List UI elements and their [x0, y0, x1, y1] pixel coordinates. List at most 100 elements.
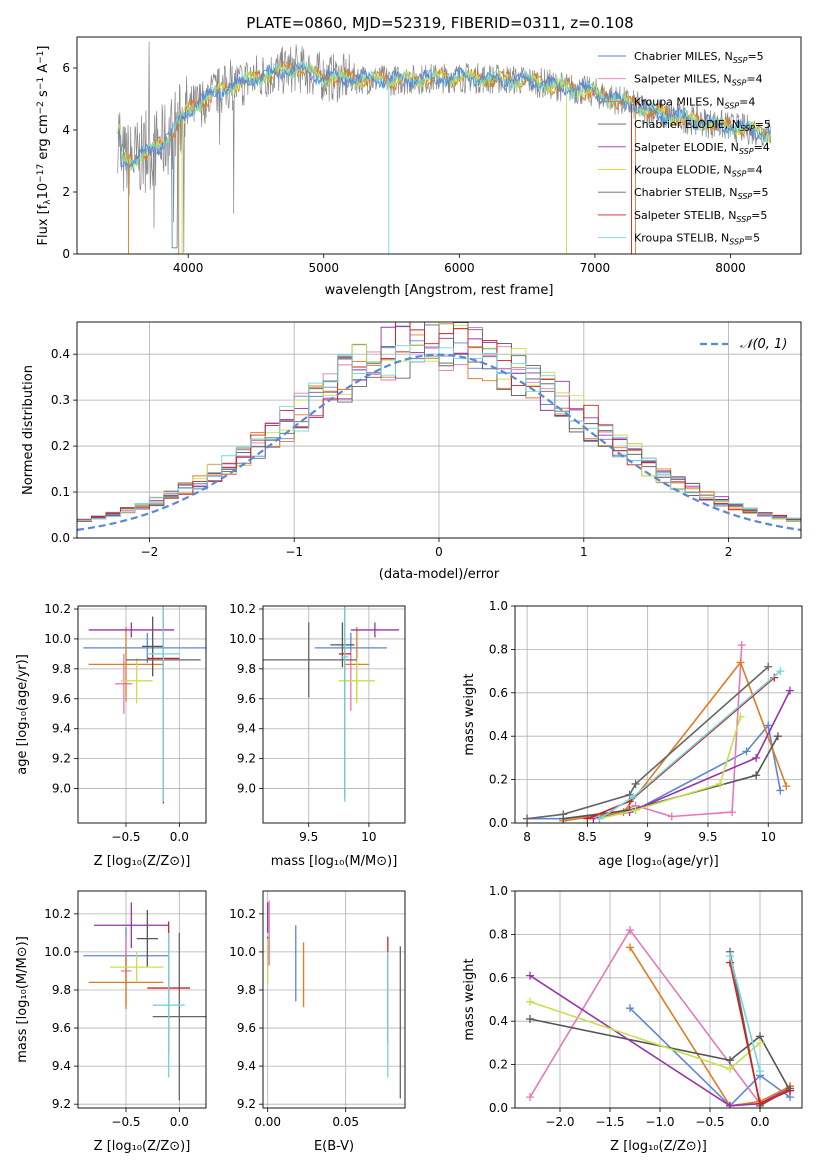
weight-marker [786, 1086, 794, 1095]
weight-marker [764, 662, 773, 671]
axes-frame [262, 890, 406, 1109]
weight-series-line [527, 723, 782, 820]
y-tick-label: 0.0 [489, 816, 508, 830]
axes-0: 4000 5000 6000 7000 8000 0 2 4 6 Chabrier MILES, … [36, 36, 802, 298]
y-axis-label: Flux [fλ10−17 erg cm−2 s−1 A−1] [36, 46, 53, 246]
axes-6: 0.00 0.05 9.2 9.4 9.6 9.8 10.0 10.2 E(B-V) [229, 890, 406, 1154]
y-tick-label: 10.2 [229, 907, 256, 921]
y-tick-label: 10.2 [44, 907, 71, 921]
x-tick-label: 1 [580, 545, 588, 559]
weight-series-line [529, 928, 791, 1105]
plot-area-4 [523, 641, 794, 823]
y-tick-label: 1.0 [489, 884, 508, 898]
axes-3: 9.5 10 9.0 9.2 9.4 9.6 9.8 10.0 10.2 mass [log₁₀(… [229, 602, 406, 869]
weight-marker [752, 771, 761, 780]
weight-marker [631, 805, 640, 814]
x-tick-label: −2 [141, 545, 159, 559]
spectrum-model-line [117, 61, 772, 249]
weight-marker [736, 712, 745, 721]
weight-marker [626, 926, 634, 935]
x-tick-label: −2.0 [545, 1115, 574, 1129]
x-tick-label: 4000 [173, 261, 204, 275]
weight-marker [782, 782, 791, 791]
x-tick-label: 0.00 [254, 1115, 281, 1129]
y-tick-label: 0.8 [489, 927, 508, 941]
x-axis-label: E(B-V) [314, 1139, 354, 1154]
x-tick-label: −0.5 [111, 1115, 140, 1129]
y-tick-label: 10.2 [229, 602, 256, 616]
y-tick-label: 0.4 [489, 1014, 508, 1028]
x-tick-label: 9.5 [299, 830, 318, 844]
y-tick-label: 0.1 [51, 485, 70, 499]
y-tick-label: 9.8 [52, 662, 71, 676]
y-tick-label: 9.2 [52, 752, 71, 766]
plot-area-7 [526, 926, 794, 1108]
histogram-series [77, 345, 801, 521]
y-tick-label: 10.0 [229, 632, 256, 646]
weight-series-line [599, 645, 743, 820]
weight-series-line [563, 735, 779, 820]
axes-frame [76, 36, 802, 255]
axes-frame [514, 890, 803, 1109]
axes-4: 8 8.5 9 9.5 10 0.0 0.2 0.4 0.6 0.8 1.0 age [log₁₀(a… [462, 599, 803, 869]
figure-title: PLATE=0860, MJD=52319, FIBERID=0311, z=0… [246, 14, 633, 32]
y-tick-label: 9.8 [52, 983, 71, 997]
y-tick-label: 10.0 [229, 945, 256, 959]
legend-entry: 𝒩(0, 1) [740, 337, 787, 352]
y-tick-label: 9.6 [52, 692, 71, 706]
y-tick-label: 0.0 [51, 531, 70, 545]
y-tick-label: 0.4 [489, 729, 508, 743]
weight-marker [595, 814, 604, 823]
y-axis-label: mass weight [462, 673, 477, 755]
weight-series-line [529, 974, 791, 1107]
plot-area-2 [83, 606, 206, 804]
y-tick-label: 9.0 [52, 782, 71, 796]
x-tick-label: −0.5 [111, 830, 140, 844]
weight-marker [756, 1099, 764, 1108]
x-tick-label: −1 [285, 545, 303, 559]
weight-series-line [729, 955, 761, 1072]
weight-marker [726, 952, 734, 961]
x-tick-label: 10 [761, 830, 776, 844]
legend-entry: Kroupa STELIB, NSSP=5 [634, 232, 760, 247]
x-tick-label: 0.0 [750, 1115, 769, 1129]
weight-marker [726, 1101, 734, 1108]
weight-marker [776, 786, 785, 795]
legend-entry: Salpeter MILES, NSSP=4 [634, 73, 763, 88]
y-tick-label: 9.4 [237, 1059, 256, 1073]
x-tick-label: −1.0 [645, 1115, 674, 1129]
legend-entry: Kroupa ELODIE, NSSP=4 [634, 164, 763, 179]
weight-marker [785, 686, 794, 695]
plot-area-1 [77, 322, 801, 531]
y-axis-label: mass weight [462, 958, 477, 1040]
y-tick-label: 9.2 [52, 1097, 71, 1111]
y-tick-label: 0.6 [489, 971, 508, 985]
x-tick-label: 7000 [580, 261, 611, 275]
weight-marker [526, 1093, 534, 1102]
weight-marker [726, 1064, 734, 1073]
y-tick-label: 0.2 [489, 1058, 508, 1072]
histogram-series [77, 322, 801, 521]
x-axis-label: Z [log₁₀(Z/Z⊙)] [610, 1139, 707, 1154]
weight-marker [523, 814, 532, 823]
weight-marker [776, 667, 785, 676]
y-tick-label: 6 [62, 61, 70, 75]
y-tick-label: 0 [62, 247, 70, 261]
histogram-series [77, 322, 801, 522]
y-tick-label: 9.4 [52, 1059, 71, 1073]
x-tick-label: 0.05 [332, 1115, 359, 1129]
weight-marker [559, 810, 568, 819]
axes-frame [514, 605, 803, 824]
legend-entry: Chabrier MILES, NSSP=5 [634, 50, 764, 65]
x-axis-label: Z [log₁₀(Z/Z⊙)] [94, 854, 191, 869]
y-tick-label: 9.0 [237, 782, 256, 796]
weight-marker [742, 747, 751, 756]
weight-marker [764, 721, 773, 730]
y-tick-label: 9.6 [237, 1021, 256, 1035]
axes-1: −2 −1 0 1 2 0.0 0.1 0.2 0.3 0.4 𝒩(0, 1) (data-model… [21, 321, 802, 582]
spectrum-model-line [117, 61, 772, 249]
x-tick-label: −1.5 [595, 1115, 624, 1129]
y-tick-label: 9.6 [237, 692, 256, 706]
y-axis-label: age [log₁₀(age/yr)] [15, 654, 30, 775]
weight-series-line [599, 716, 742, 820]
